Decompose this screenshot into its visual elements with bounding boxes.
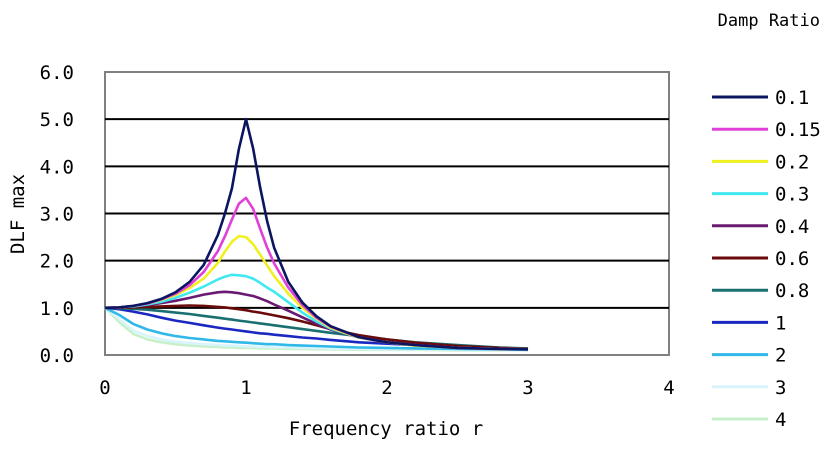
series-line-0-1: [104, 117, 529, 351]
legend-label: 0.3: [775, 184, 809, 206]
x-tick-label: 2: [381, 377, 392, 399]
x-tick-label: 0: [99, 377, 110, 399]
x-axis-title: Frequency ratio r: [289, 418, 483, 440]
series-line-1: [104, 306, 529, 351]
legend-title: Damp Ratio: [718, 11, 820, 31]
y-tick-label: 0.0: [40, 345, 74, 367]
legend-label: 0.15: [775, 119, 821, 141]
legend-label: 4: [775, 409, 786, 431]
legend-label: 0.1: [775, 87, 809, 109]
legend-label: 0.2: [775, 151, 809, 173]
y-tick-label: 3.0: [40, 204, 74, 226]
legend-label: 3: [775, 377, 786, 399]
legend-label: 0.6: [775, 248, 809, 270]
legend-label: 0.4: [775, 216, 809, 238]
legend-label: 0.8: [775, 280, 809, 302]
x-tick-label: 3: [522, 377, 533, 399]
y-tick-label: 1.0: [40, 298, 74, 320]
gridlines: [105, 118, 669, 309]
y-tick-label: 5.0: [40, 109, 74, 131]
series-line-0-6: [105, 304, 529, 351]
y-axis-title: DLF max: [7, 174, 29, 254]
legend-label: 2: [775, 345, 786, 367]
y-tick-label: 6.0: [40, 62, 74, 84]
series-line-3: [104, 306, 529, 352]
series-lines: [104, 117, 529, 352]
y-tick-label: 2.0: [40, 251, 74, 273]
x-tick-labels: 0 1 2 3 4: [99, 377, 674, 399]
x-tick-label: 1: [240, 377, 251, 399]
series-line-2: [104, 306, 529, 352]
y-tick-label: 4.0: [40, 156, 74, 178]
x-tick-label: 4: [663, 377, 674, 399]
y-tick-labels: 0.0 1.0 2.0 3.0 4.0 5.0 6.0: [40, 62, 74, 367]
legend: 0.1 0.15 0.2 0.3 0.4 0.6 0.8 1 2 3 4: [712, 87, 821, 431]
legend-label: 1: [775, 312, 786, 334]
